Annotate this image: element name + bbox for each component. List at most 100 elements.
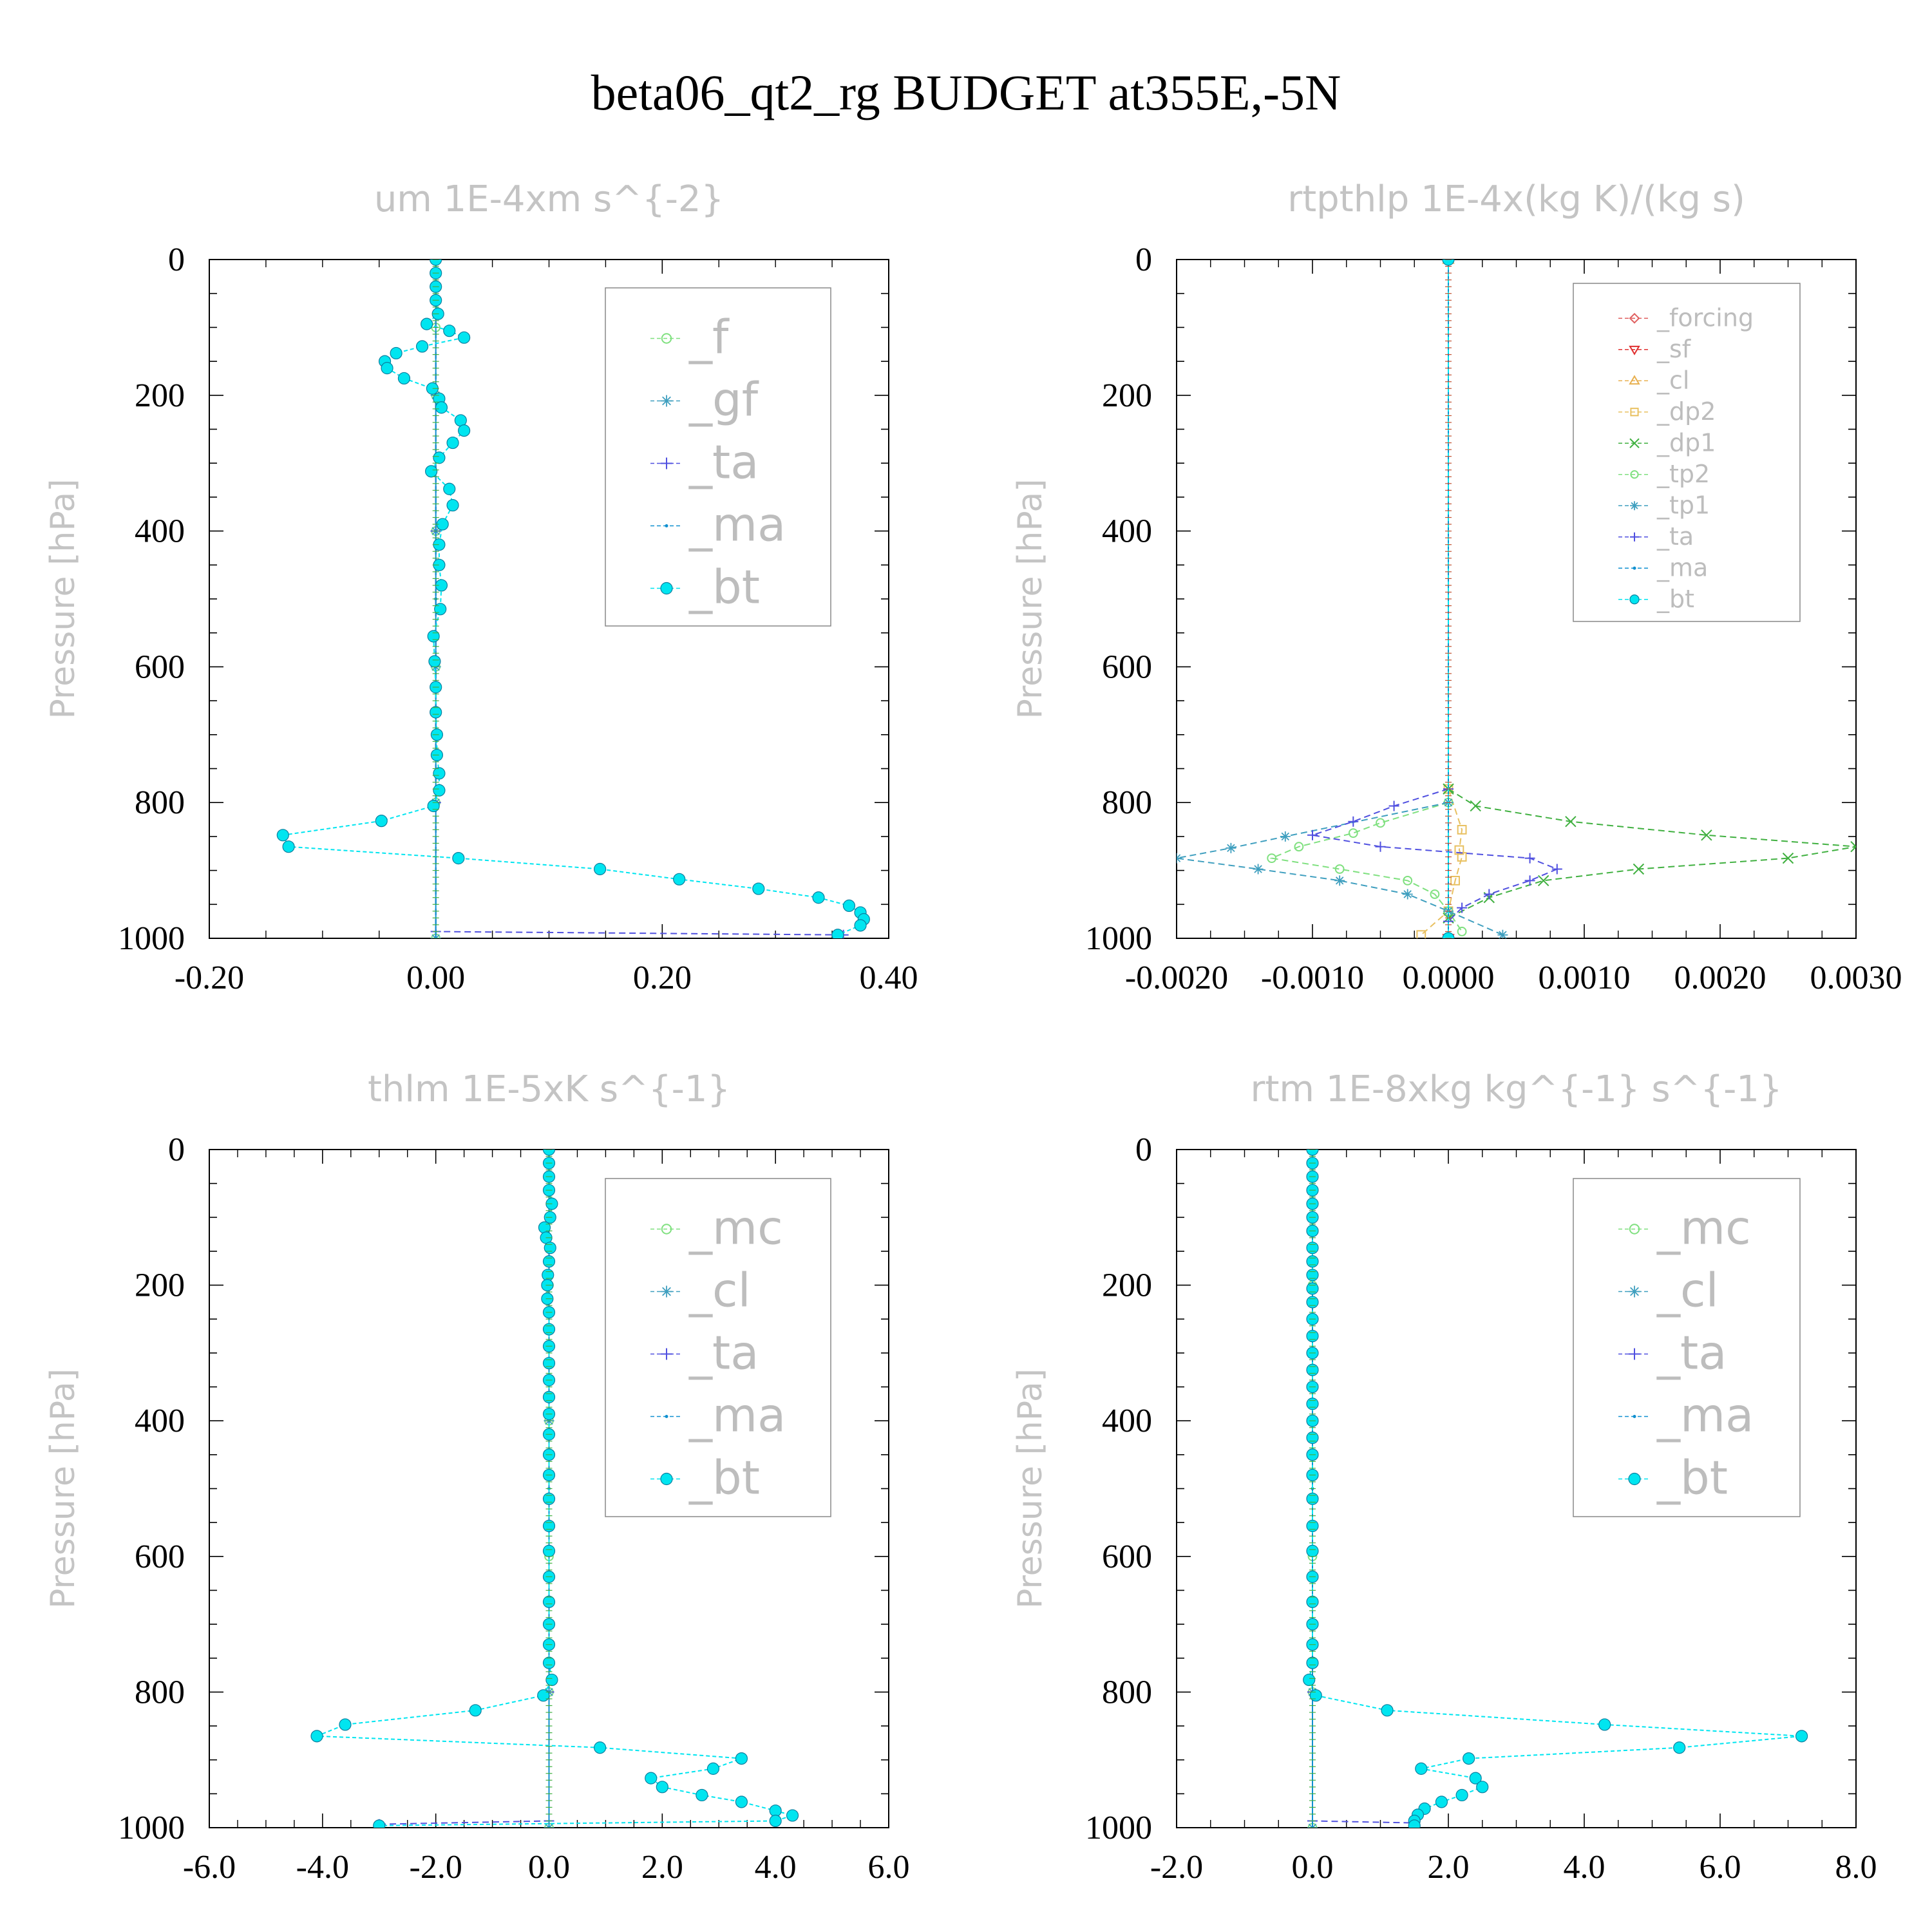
x-tick-label: 0.0000: [1403, 960, 1495, 996]
data-point-bt: [1306, 1397, 1319, 1410]
data-point-bt: [1463, 1752, 1475, 1765]
data-point-bt: [673, 873, 686, 886]
x-tick-label: -2.0: [1150, 1849, 1203, 1886]
legend-marker: [1629, 312, 1640, 324]
data-point-bt: [310, 1730, 323, 1743]
data-point-dp2: [1457, 824, 1467, 835]
data-point-ma: [547, 1826, 551, 1828]
y-tick-label: 0: [1135, 1132, 1152, 1168]
legend-marker: [1629, 345, 1640, 355]
data-point-dp1: [1537, 875, 1549, 887]
legend-label: _ma: [688, 1388, 786, 1443]
legend-label: _ma: [688, 498, 786, 552]
legend-label: _tp2: [1656, 460, 1710, 488]
legend-marker: [661, 1348, 672, 1360]
y-tick-label: 800: [135, 1674, 185, 1710]
data-point-bt: [428, 655, 441, 668]
legend-marker: [665, 524, 668, 527]
data-point-bt: [1408, 1819, 1421, 1828]
data-point-tp2: [1430, 889, 1440, 899]
x-tick-label: -0.0010: [1261, 960, 1364, 996]
legend-marker: [660, 1472, 673, 1486]
y-tick-label: 800: [1102, 784, 1152, 821]
data-point-bt: [1476, 1781, 1489, 1794]
series-line-tp1: [1177, 802, 1503, 936]
y-axis-label: Pressure [hPa]: [44, 1368, 82, 1609]
legend-marker: [661, 457, 672, 469]
legend: _mc _cl _ta _ma _bt: [605, 1178, 831, 1517]
data-point-bt: [545, 1673, 558, 1687]
panels: um 1E-4xm s^{-2} Pressure [hPa] 0 200 400 600…: [44, 178, 1902, 1886]
data-point-dp1: [1565, 816, 1577, 828]
legend-marker: [1630, 501, 1639, 511]
x-tick-label: 8.0: [1835, 1849, 1877, 1886]
panel-3: thlm 1E-5xK s^{-1} Pressure [hPa] 0 200 400 6…: [44, 1068, 910, 1886]
y-tick-label: 400: [1102, 513, 1152, 550]
data-point-bt: [458, 424, 471, 437]
data-point-ta: [1388, 800, 1399, 811]
data-point-bt: [458, 331, 471, 344]
legend-marker: [1629, 1224, 1640, 1235]
series-layer: [1303, 1150, 1808, 1828]
legend-marker: [1630, 532, 1639, 542]
y-tick-label: 600: [135, 649, 185, 685]
y-tick-label: 800: [1102, 1674, 1152, 1710]
data-point-tp1: [1253, 864, 1264, 875]
data-point-tp1: [1226, 842, 1236, 853]
data-point-ta: [1348, 816, 1359, 827]
data-point-bt: [430, 260, 442, 266]
data-point-bt: [339, 1718, 352, 1731]
data-point-bt: [696, 1788, 708, 1802]
legend: _mc _cl _ta _ma _bt: [1573, 1178, 1801, 1517]
data-point-tp2: [1267, 853, 1277, 864]
data-point-bt: [446, 436, 459, 450]
legend-box: [1573, 1178, 1801, 1517]
data-point-dp2: [1416, 930, 1426, 938]
data-point-bt: [542, 1519, 556, 1533]
data-point-bt: [842, 899, 856, 913]
x-tick-label: 2.0: [641, 1849, 683, 1886]
data-point-dp2: [1454, 845, 1464, 855]
y-tick-label: 800: [135, 784, 185, 821]
x-tick-label: 0.40: [860, 960, 918, 996]
y-tick-label: 200: [1102, 1267, 1152, 1304]
x-tick-label: 0.20: [633, 960, 692, 996]
series-layer: [276, 260, 870, 938]
legend-marker: [660, 582, 673, 595]
data-point-bt: [1306, 1329, 1319, 1343]
data-point-bt: [537, 1689, 550, 1702]
legend-label: _ta: [1656, 522, 1694, 551]
data-point-bt: [1306, 1363, 1319, 1376]
data-point-tp2: [1457, 927, 1467, 936]
figure-title: beta06_qt2_rg BUDGET at355E,-5N: [591, 64, 1341, 120]
data-point-bt: [538, 1221, 551, 1234]
data-point-bt: [656, 1781, 668, 1794]
y-tick-label: 1000: [118, 920, 185, 957]
data-point-tp1: [1497, 929, 1508, 938]
data-point-bt: [544, 1242, 556, 1255]
data-point-bt: [425, 465, 438, 478]
y-tick-label: 600: [1102, 1539, 1152, 1575]
y-axis-label: Pressure [hPa]: [1011, 479, 1050, 719]
data-point-dp1: [1701, 829, 1712, 841]
data-point-bt: [390, 346, 402, 360]
legend-marker: [1629, 375, 1640, 385]
data-point-dp1: [1782, 852, 1794, 864]
data-point-bt: [542, 1323, 556, 1336]
data-point-bt: [1306, 1255, 1319, 1268]
y-tick-label: 400: [1102, 1403, 1152, 1439]
legend-label: _bt: [688, 1451, 760, 1505]
data-point-ma: [434, 936, 438, 938]
y-tick-label: 0: [1135, 242, 1152, 278]
data-point-bt: [469, 1704, 482, 1717]
x-tick-label: 0.0: [1292, 1849, 1334, 1886]
data-point-bt: [786, 1809, 799, 1822]
y-tick-label: 200: [135, 377, 185, 414]
y-tick-label: 1000: [1085, 920, 1152, 957]
y-axis-label: Pressure [hPa]: [1011, 1368, 1050, 1609]
data-point-ta: [1551, 864, 1562, 875]
data-point-bt: [735, 1795, 748, 1808]
data-point-bt: [427, 630, 440, 643]
data-point-bt: [735, 1752, 748, 1765]
data-point-ta: [1524, 853, 1535, 864]
